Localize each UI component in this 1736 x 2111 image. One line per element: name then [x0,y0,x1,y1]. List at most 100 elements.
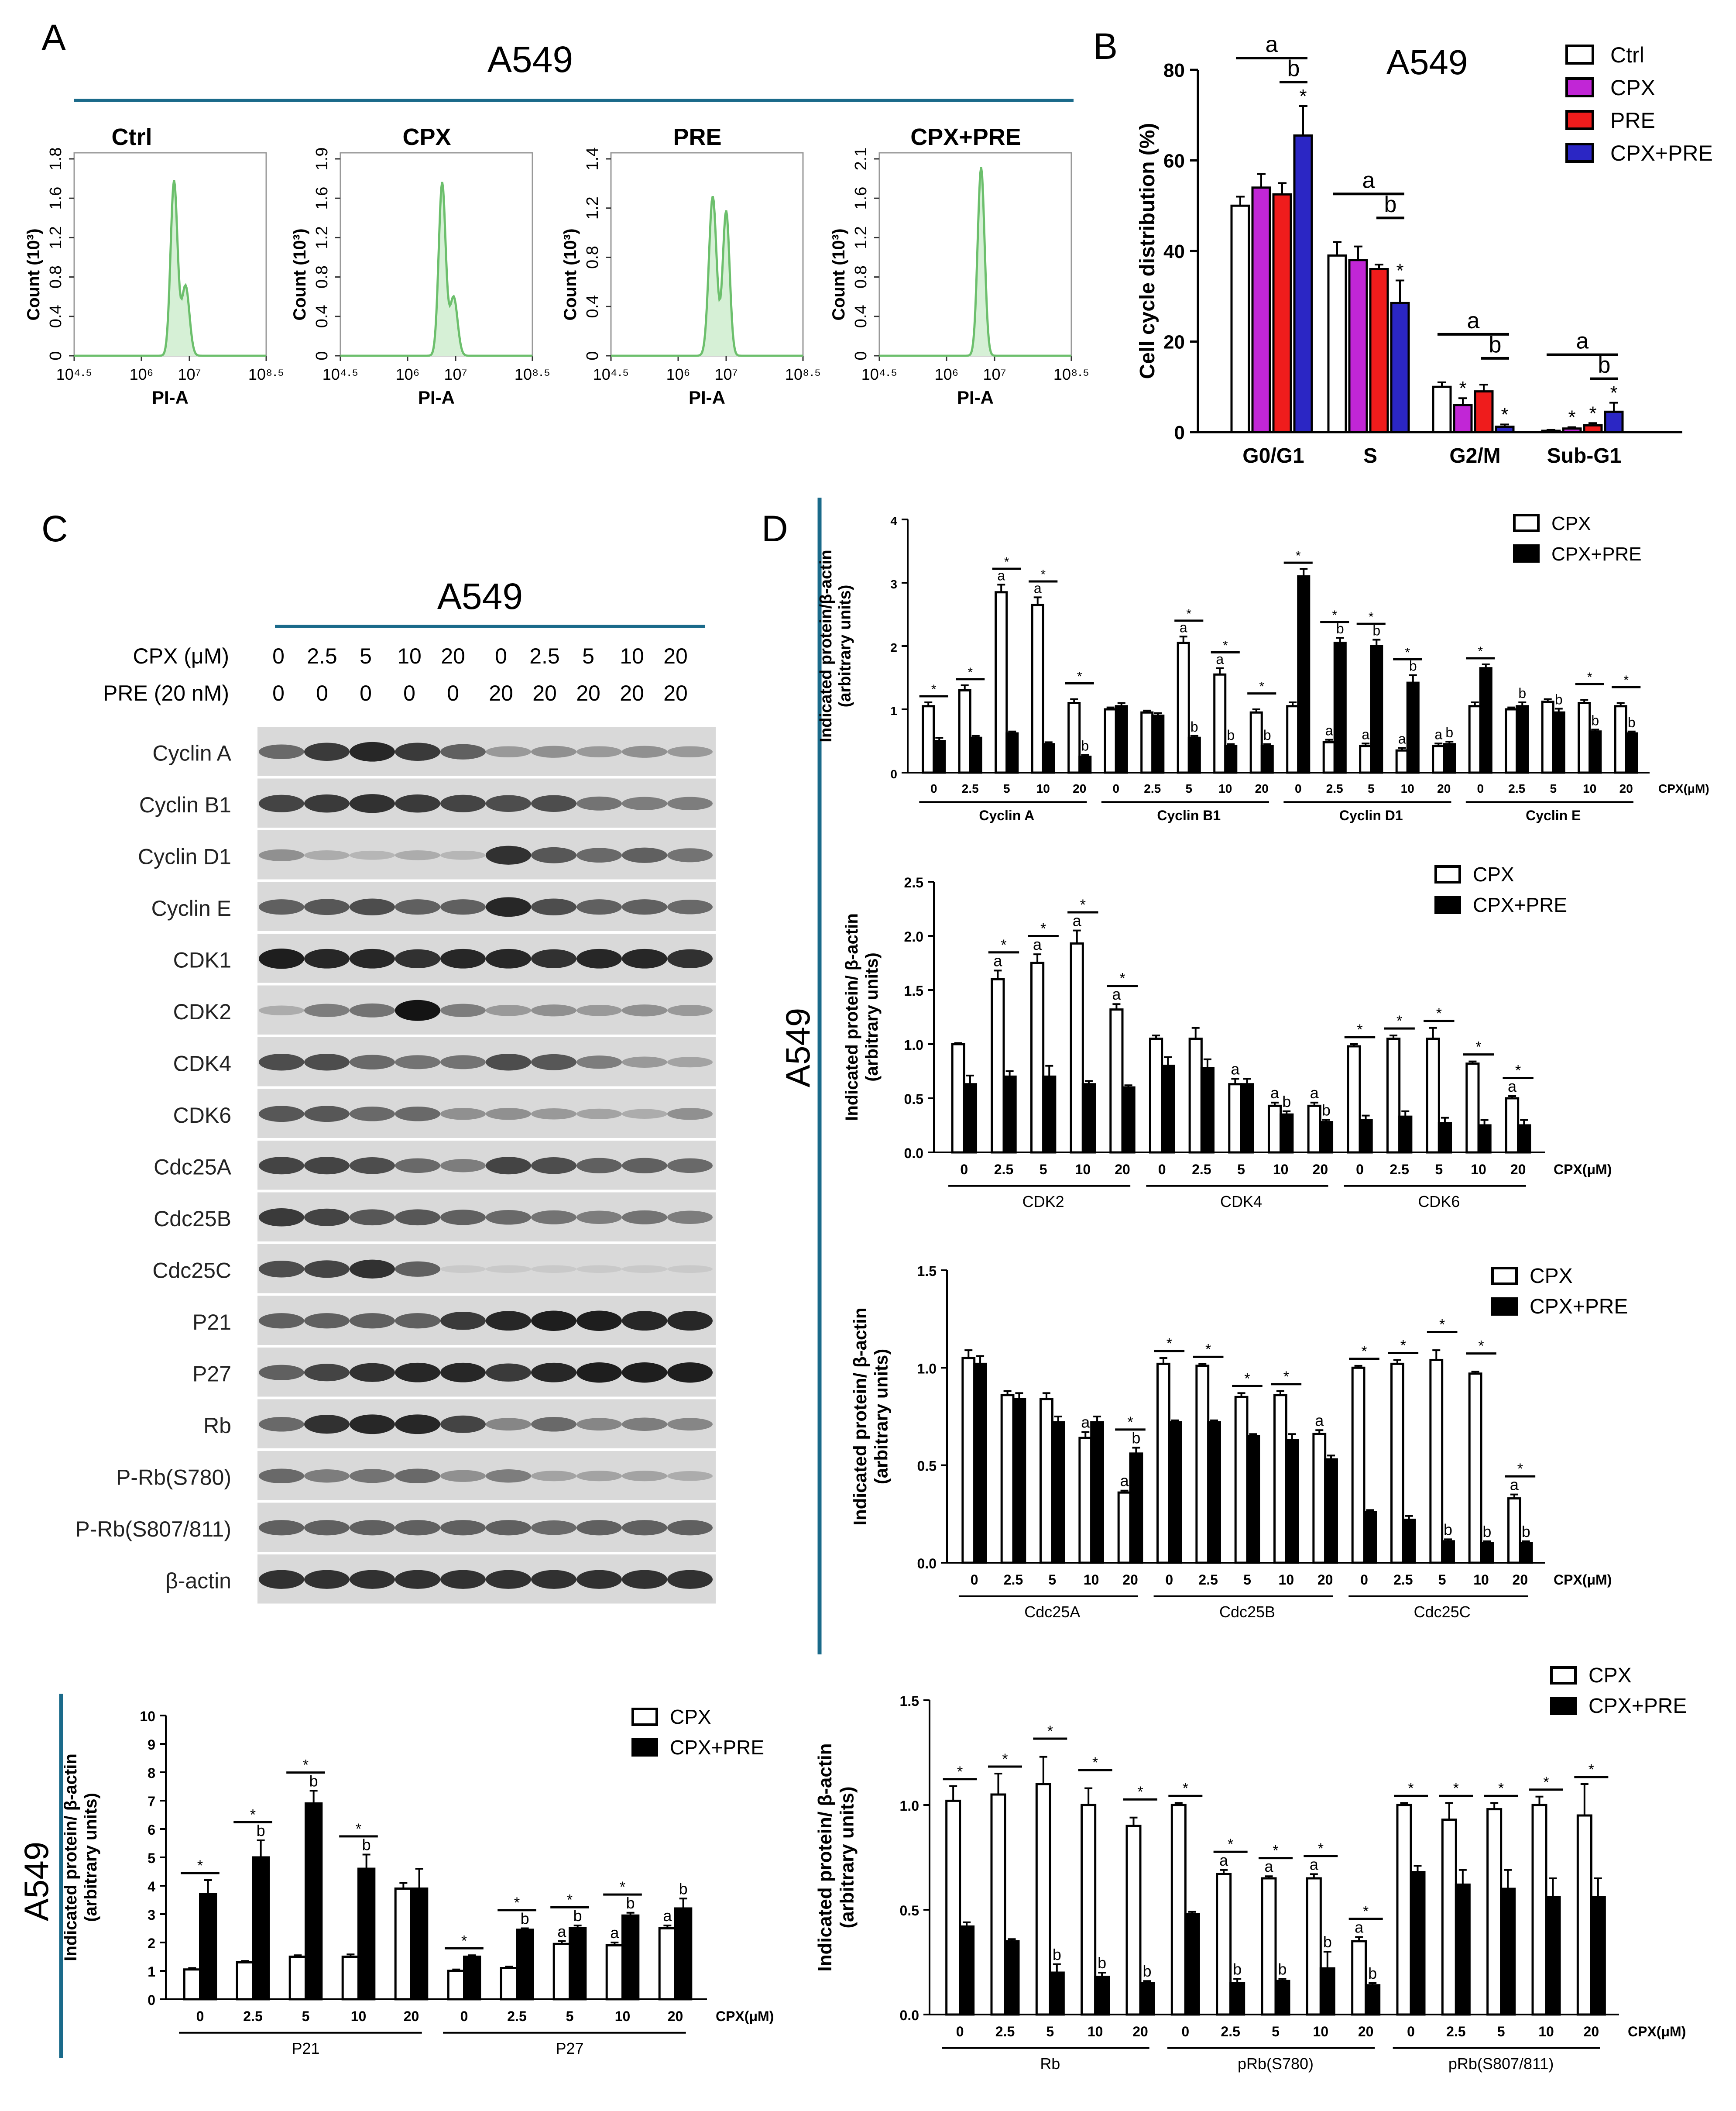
b-bar [1369,268,1389,433]
d-bar [1480,1542,1494,1564]
d-dose-label: 5 [1272,2024,1280,2039]
d-bar [1246,1435,1260,1564]
d-dose-label: 10 [1313,2024,1329,2039]
b-bar [1272,193,1292,433]
d-letter: a [1120,1472,1129,1490]
b-ytick-label: 80 [1163,60,1185,81]
d-ytick-label: 0.5 [900,1903,919,1918]
d-ytick-label: 3 [148,1907,155,1923]
dose-value: 0 [360,681,372,705]
blot-band [259,1106,304,1122]
b-ytick-label: 0 [1174,422,1185,444]
d-letter: a [1073,912,1082,930]
d-bar [658,1927,676,2001]
blot-band [622,949,667,969]
d-bar [1216,1873,1232,2016]
d-side-label: A549 [779,1008,817,1087]
b-letter-b: b [1384,192,1397,217]
d-bar [1151,715,1165,774]
flow-xtick-label: 10⁴·⁵ [861,365,897,383]
d-bar [621,1914,640,2001]
d-bar [1109,1008,1124,1154]
d-bar [1125,1825,1142,2016]
d-letter: b [1445,725,1453,740]
b-letter-a: a [1576,329,1589,354]
blot-band [667,1057,713,1068]
blot-band [622,847,667,863]
d-dose-label: 20 [1132,2024,1148,2039]
protein-label: CDK6 [173,1103,231,1128]
d-star: * [1517,1461,1523,1477]
blot-band [440,1004,486,1017]
d-star: * [1478,644,1483,659]
blot-band [576,1265,622,1273]
b-letter-b: b [1287,56,1300,81]
d-star: * [1588,1761,1594,1778]
protein-label: P-Rb(S807/811) [75,1517,231,1541]
blot-band [350,1055,395,1070]
d-bar [1184,1913,1200,2016]
flow-ytick-label: 0 [852,351,870,360]
d-bar [1078,756,1092,774]
d-legend-label-cpx: CPX [670,1705,711,1728]
d-bar [1000,1394,1015,1564]
blot-band [259,744,304,760]
d-bar [995,591,1008,774]
d-star: * [1040,567,1046,582]
b-bar [1583,424,1603,433]
blot-band [259,899,304,915]
protein-label: Cyclin B1 [139,793,231,817]
d-legend-label-combo: CPX+PRE [1473,894,1567,916]
d-bar [933,740,946,774]
d-bar [1297,575,1311,774]
d-letter: a [1434,726,1442,742]
d-dose-label: 2.5 [962,782,979,795]
d-dose-label: 10 [1538,2024,1554,2039]
d-star: * [1436,1005,1442,1022]
d-letter: a [1081,1413,1090,1431]
blot-band [622,1158,667,1173]
d-letter: a [1510,1476,1519,1494]
d-ytick-label: 6 [148,1822,155,1838]
d-star: * [1273,1843,1278,1859]
d-ytick-label: 1.0 [904,1037,923,1053]
d-ytick-label: 0.0 [917,1556,937,1571]
dose-value: 20 [532,681,557,705]
d-dose-label: 20 [1115,1162,1130,1177]
d-dose-label: 0 [460,2008,468,2024]
d-letter: a [1310,1855,1319,1873]
d-ytick-label: 5 [148,1850,155,1866]
blot-band [622,1520,667,1536]
d-star: * [1080,897,1086,913]
d-bar [1500,1888,1516,2016]
blot-band [304,1260,350,1278]
d-ytick-label: 2.5 [904,875,923,890]
blot-band [531,1210,576,1224]
blot-band [531,1265,576,1273]
d-star: * [1318,1840,1324,1857]
d-dose-label: 5 [1185,782,1192,795]
d-letter: b [1132,1429,1140,1447]
b-legend-label: CPX+PRE [1610,141,1713,165]
blot-band [622,1210,667,1224]
d-dose-label: 20 [1073,782,1086,795]
blot-band [531,847,576,863]
d-legend-swatch-cpx [1434,865,1461,884]
d-bar [963,1083,978,1154]
d-bar [1224,745,1238,774]
d-bar [1140,711,1154,774]
d-letter: b [1098,1954,1106,1972]
d-dose-label: 10 [1583,782,1596,795]
d-group-label: P27 [556,2039,583,2057]
blot-band [667,1362,713,1383]
blot-band [576,1108,622,1119]
blot-band [304,1054,350,1071]
d-group-label: CDK2 [1022,1193,1064,1210]
d-bar [1347,1045,1361,1154]
protein-label: Cyclin E [151,896,231,921]
d-legend-swatch-combo [1550,1697,1577,1715]
d-bar [1319,1967,1335,2016]
d-bar [1351,1940,1367,2016]
d-dose-label: 5 [1048,1572,1056,1588]
protein-label: Cdc25B [154,1207,231,1231]
